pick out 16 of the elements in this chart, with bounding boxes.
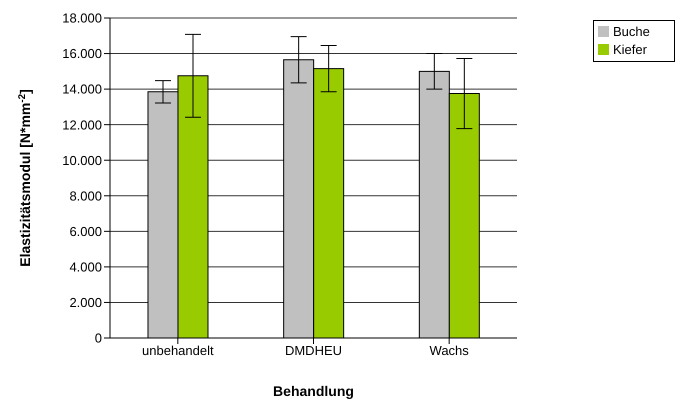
legend-label: Kiefer (613, 42, 647, 57)
y-tick-label: 12.000 (62, 117, 102, 132)
y-tick-label: 4.000 (69, 260, 102, 275)
x-tick-label: DMDHEU (284, 343, 342, 358)
y-tick-label: 10.000 (62, 152, 102, 168)
y-tick-label: 0 (94, 330, 102, 346)
y-tick-label: 18.000 (62, 10, 102, 26)
x-tick-label: unbehandelt (142, 343, 214, 358)
x-axis-title: Behandlung (273, 383, 354, 399)
x-tick-label: Wachs (430, 343, 470, 358)
y-tick-label: 14.000 (62, 82, 102, 97)
y-tick-label: 8.000 (69, 188, 102, 204)
y-tick-label: 2.000 (69, 295, 102, 310)
y-tick-label: 16.000 (62, 46, 102, 62)
legend-label: Buche (613, 24, 650, 39)
y-tick-label: 6.000 (69, 224, 102, 239)
